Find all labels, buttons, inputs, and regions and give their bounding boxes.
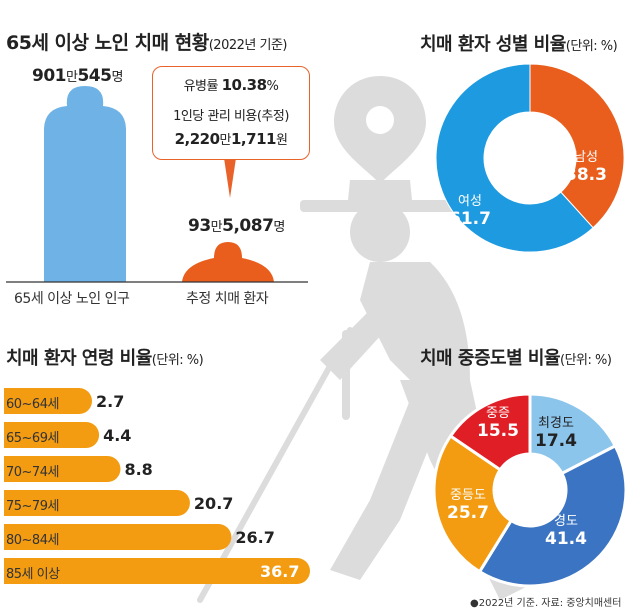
cost-value-unit2: 원: [275, 133, 288, 148]
age-category-label: 65~69세: [6, 431, 59, 446]
severity-slice-moderate: [432, 433, 514, 574]
age-unit-note: (단위: %): [151, 353, 204, 368]
age-value-label: 4.4: [103, 426, 132, 445]
severity-label-moderate: 중등도 25.7: [436, 484, 500, 523]
bubble-pointer: [224, 158, 236, 198]
severity-label-severe: 중증 15.5: [466, 402, 530, 441]
moderate-value: 25.7: [447, 503, 489, 523]
gender-donut-chart: [435, 63, 625, 253]
cane-icon: [342, 330, 350, 420]
age-value-label: 8.8: [124, 460, 153, 479]
gender-label-male: 남성 38.3: [556, 146, 616, 185]
prevalence-unit: %: [266, 79, 279, 94]
severity-label-mildest: 최경도 17.4: [524, 412, 588, 451]
age-value-label: 36.7: [260, 562, 300, 581]
age-category-label: 85세 이상: [6, 567, 60, 582]
age-bar: [4, 490, 190, 516]
mild-value: 41.4: [545, 529, 587, 549]
gender-title: 치매 환자 성별 비율(단위: %): [420, 30, 618, 56]
patients-value-unit2: 명: [273, 220, 285, 235]
age-category-label: 80~84세: [6, 533, 59, 548]
source-footer: ●2022년 기준. 자료: 중앙치매센터: [470, 598, 622, 609]
cost-value-b: 1,711: [231, 130, 276, 148]
patients-value-unit1: 만: [210, 220, 223, 235]
cost-label: 1인당 관리 비용(추정): [173, 109, 289, 124]
elderly-value-unit2: 명: [111, 70, 123, 85]
age-value-label: 2.7: [96, 392, 125, 411]
population-title-text: 65세 이상 노인 치매 현황: [6, 32, 209, 54]
gender-title-text: 치매 환자 성별 비율: [420, 34, 566, 55]
white-cane-icon: [197, 327, 353, 603]
age-bar: [4, 422, 100, 448]
mildest-name: 최경도: [538, 416, 574, 431]
mild-name: 경도: [554, 514, 578, 529]
patients-bar: [182, 242, 274, 282]
age-bar: [4, 524, 232, 550]
prevalence-bubble: 유병률 10.38% 1인당 관리 비용(추정) 2,220만1,711원: [152, 66, 310, 160]
severity-slice-mildest: [528, 392, 618, 476]
severity-donut-chart: [432, 392, 628, 588]
age-value-label: 26.7: [235, 528, 275, 547]
male-value: 38.3: [565, 165, 607, 185]
severity-label-mild: 경도 41.4: [534, 510, 598, 549]
population-bars: [44, 86, 274, 282]
severe-name: 중증: [486, 406, 510, 421]
elderly-bar: [44, 86, 126, 282]
prevalence-line: 유병률 10.38%: [153, 75, 309, 94]
age-bar-chart: [4, 388, 310, 584]
cost-value: 2,220만1,711원: [153, 129, 309, 148]
gender-slice-male: [529, 63, 625, 229]
mildest-value: 17.4: [535, 431, 577, 451]
age-value-label: 20.7: [193, 494, 234, 513]
elderly-value-unit1: 만: [66, 70, 78, 85]
cost-value-unit1: 만: [219, 133, 232, 148]
gender-slice-female: [435, 63, 594, 253]
gender-label-female: 여성 61.7: [440, 190, 500, 229]
patients-value-main: 93: [188, 216, 211, 236]
age-title-text: 치매 환자 연령 비율: [6, 348, 152, 369]
age-title: 치매 환자 연령 비율(단위: %): [6, 344, 204, 370]
age-category-label: 60~64세: [6, 397, 59, 412]
age-bar: [4, 388, 92, 414]
male-name: 남성: [574, 150, 598, 165]
severe-value: 15.5: [477, 421, 519, 441]
moderate-name: 중등도: [450, 488, 486, 503]
cost-value-a: 2,220: [174, 130, 220, 148]
female-name: 여성: [458, 194, 482, 209]
age-category-label: 70~74세: [6, 465, 59, 480]
patients-value-rest: 5,087: [222, 216, 274, 236]
severity-title: 치매 중증도별 비율(단위: %): [420, 344, 612, 370]
population-title-note: (2022년 기준): [208, 38, 288, 53]
elderly-value-rest: 545: [77, 66, 112, 86]
age-bar: [4, 558, 310, 584]
prevalence-value: 10.38: [221, 76, 267, 94]
elderly-value: 901만545명: [32, 66, 123, 86]
age-bar: [4, 456, 121, 482]
patients-value: 93만5,087명: [188, 216, 285, 236]
patients-label: 추정 치매 환자: [186, 291, 269, 307]
age-category-label: 75~79세: [6, 499, 59, 514]
severity-slice-mild: [477, 443, 628, 588]
gender-unit-note: (단위: %): [565, 39, 618, 54]
female-value: 61.7: [449, 209, 491, 229]
severity-slice-severe: [448, 392, 532, 472]
elderly-value-main: 901: [32, 66, 67, 86]
population-title: 65세 이상 노인 치매 현황(2022년 기준): [6, 28, 287, 55]
severity-title-text: 치매 중증도별 비율: [420, 348, 561, 369]
severity-unit-note: (단위: %): [560, 353, 612, 368]
prevalence-label: 유병률: [183, 79, 222, 94]
elderly-label: 65세 이상 노인 인구: [14, 291, 130, 307]
